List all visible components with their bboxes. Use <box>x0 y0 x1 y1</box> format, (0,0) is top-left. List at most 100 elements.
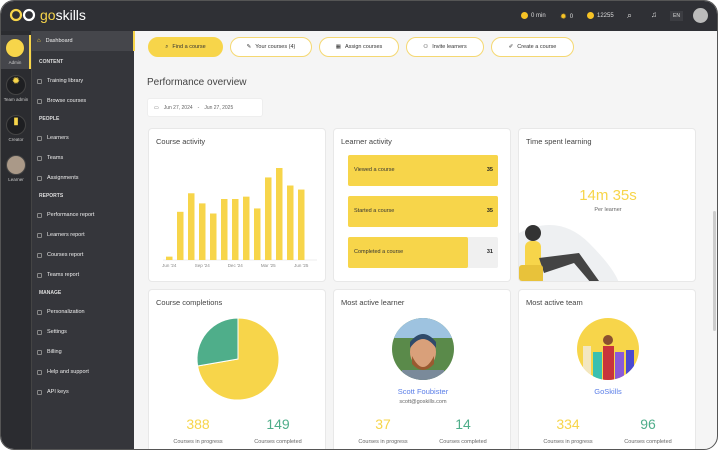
sidebar-item-label: Dashboard <box>45 38 73 44</box>
menu-item-icon <box>37 369 42 375</box>
rail-label: Admin <box>8 60 22 65</box>
create-course-button[interactable]: ✐ Create a course <box>491 37 574 57</box>
learner-activity-bar: Viewed a course 35 <box>348 155 498 186</box>
date-separator: - <box>197 104 200 111</box>
card-title: Course completions <box>156 298 223 307</box>
streak-value: 0 <box>569 13 574 20</box>
x-tick-label: Jun '24 <box>162 263 177 268</box>
user-avatar[interactable] <box>693 8 708 23</box>
assign-courses-button[interactable]: ▦ Assign courses <box>319 37 399 57</box>
rail-learner[interactable]: Learner <box>1 155 31 182</box>
most-active-team-card: Most active team GoSkills 334 96 Courses… <box>518 289 696 449</box>
sidebar-section-heading: PEOPLE <box>39 116 60 122</box>
button-label: Create a course <box>517 44 557 50</box>
user-plus-icon: ⚇ <box>423 44 429 50</box>
bar-Feb '25[interactable] <box>254 208 261 260</box>
role-rail: Admin ✹ Team admin ▮ Creator Learner <box>1 31 31 449</box>
sidebar-item-training-library[interactable]: Training library <box>32 71 135 91</box>
sidebar-item-performance-report[interactable]: Performance report <box>32 205 135 225</box>
logo-text: goskills <box>40 7 86 23</box>
card-title: Most active team <box>526 298 583 307</box>
sidebar-item-label: Courses report <box>47 252 84 258</box>
sidebar-item-assignments[interactable]: Assignments <box>32 168 135 188</box>
bar-Nov '24[interactable] <box>221 199 228 260</box>
logo[interactable]: goskills <box>9 7 86 23</box>
date-range-picker[interactable]: ▭ Jun 27, 2024- Jun 27, 2025 <box>147 98 263 117</box>
pie-slice-courses-completed[interactable] <box>196 317 239 367</box>
team-name-link[interactable]: GoSkills <box>594 387 622 396</box>
sidebar-item-help-and-support[interactable]: Help and support <box>32 362 135 382</box>
bar-value: 35 <box>486 208 493 214</box>
search-icon: ⌕ <box>165 43 169 50</box>
sidebar-item-label: Teams report <box>47 272 80 278</box>
coin-icon <box>587 12 594 19</box>
create-icon: ✐ <box>508 44 514 50</box>
bell-icon[interactable]: ♫ <box>651 10 657 19</box>
sidebar-item-courses-report[interactable]: Courses report <box>32 245 135 265</box>
in-progress-label: Courses in progress <box>173 439 223 445</box>
bar-Sep '24[interactable] <box>199 203 206 260</box>
rail-label: Team admin <box>3 97 29 102</box>
sidebar-item-label: Billing <box>47 349 62 355</box>
team-admin-icon: ✹ <box>6 75 26 95</box>
sidebar-section-heading: CONTENT <box>39 59 64 65</box>
course-completions-card: Course completions 388 149 Courses in pr… <box>148 289 326 449</box>
in-progress-count: 37 <box>375 416 391 432</box>
menu-item-icon <box>37 155 42 161</box>
bar-Dec '24[interactable] <box>232 199 239 260</box>
card-title: Course activity <box>156 137 206 146</box>
menu-item-icon <box>37 272 42 278</box>
bar-Aug '24[interactable] <box>188 193 195 260</box>
search-icon[interactable]: ⌕ <box>627 10 633 20</box>
sidebar-item-learners-report[interactable]: Learners report <box>32 225 135 245</box>
sidebar-item-label: Assignments <box>47 175 79 181</box>
bar-Jan '25[interactable] <box>243 196 250 260</box>
sidebar-item-browse-courses[interactable]: Browse courses <box>32 91 135 111</box>
your-courses-button[interactable]: ✎ Your courses (4) <box>230 37 312 57</box>
sidebar-section-heading: REPORTS <box>39 193 64 199</box>
sidebar-item-dashboard[interactable]: ⌂ Dashboard <box>32 31 135 51</box>
sidebar-item-personalization[interactable]: Personalization <box>32 302 135 322</box>
x-tick-label: Mar '25 <box>261 263 276 268</box>
bar-May '25[interactable] <box>287 185 294 260</box>
sidebar-item-api-keys[interactable]: API keys <box>32 382 135 402</box>
completed-count: 149 <box>266 416 290 432</box>
learner-name-link[interactable]: Scott Foubister <box>397 387 449 396</box>
menu-item-icon <box>37 175 42 181</box>
bar-Jun '24[interactable] <box>166 256 173 260</box>
menu-item-icon <box>37 309 42 315</box>
bar-value: 31 <box>486 249 493 255</box>
learner-activity-card: Learner activity Viewed a course 35 Starte… <box>333 128 511 282</box>
bar-value: 35 <box>486 167 493 173</box>
find-course-button[interactable]: ⌕ Find a course <box>148 37 223 57</box>
bar-Jul '24[interactable] <box>177 211 184 260</box>
card-title: Time spent learning <box>526 137 592 146</box>
sidebar-item-teams-report[interactable]: Teams report <box>32 265 135 285</box>
invite-learners-button[interactable]: ⚇ Invite learners <box>406 37 484 57</box>
clock-icon <box>521 12 528 19</box>
bar-Oct '24[interactable] <box>210 213 217 260</box>
language-button[interactable]: EN <box>670 11 683 21</box>
bar-Apr '25[interactable] <box>276 168 283 260</box>
creator-icon: ▮ <box>6 115 26 135</box>
learner-avatar <box>6 155 26 175</box>
time-spent-value: 14m 35s <box>579 187 637 204</box>
bar-fill <box>348 155 498 186</box>
sun-icon: ✹ <box>560 12 567 21</box>
button-label: Invite learners <box>432 44 467 50</box>
logo-icon <box>9 8 36 22</box>
scrollbar[interactable] <box>713 211 716 331</box>
rail-team-admin[interactable]: ✹ Team admin <box>1 75 31 102</box>
sidebar-item-settings[interactable]: Settings <box>32 322 135 342</box>
rail-admin[interactable]: Admin <box>1 35 31 69</box>
rail-creator[interactable]: ▮ Creator <box>1 115 31 142</box>
main-content: ⌕ Find a course ✎ Your courses (4) ▦ Assign… <box>134 31 717 449</box>
bar-Jun '25[interactable] <box>298 189 305 260</box>
sidebar-item-teams[interactable]: Teams <box>32 148 135 168</box>
x-tick-label: Sep '24 <box>195 263 211 268</box>
sidebar-item-billing[interactable]: Billing <box>32 342 135 362</box>
completed-label: Courses completed <box>624 439 672 445</box>
sidebar-item-learners[interactable]: Learners <box>32 128 135 148</box>
sidebar-item-label: Help and support <box>47 369 89 375</box>
bar-Mar '25[interactable] <box>265 177 272 260</box>
